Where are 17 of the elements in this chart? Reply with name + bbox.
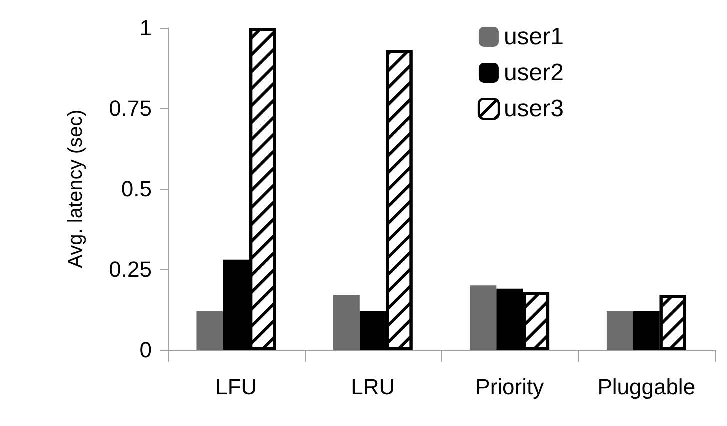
bar xyxy=(333,295,360,350)
bar xyxy=(606,311,634,350)
y-tick-label: 0.5 xyxy=(121,176,152,202)
y-axis-title: Avg. latency (sec) xyxy=(65,110,87,268)
bar xyxy=(196,311,224,350)
y-tick-label: 1 xyxy=(140,16,152,40)
x-tick-label: Pluggable xyxy=(598,374,696,400)
legend-label: user3 xyxy=(504,96,564,122)
y-tick-label: 0.25 xyxy=(109,257,152,282)
legend-label: user2 xyxy=(504,60,564,86)
y-tick-label: 0.75 xyxy=(109,96,152,121)
x-tick-label: Priority xyxy=(476,374,544,400)
y-tick-label: 0 xyxy=(140,338,152,362)
x-tick-label: LFU xyxy=(216,374,258,400)
legend-label: user1 xyxy=(504,24,564,50)
bar xyxy=(470,286,497,350)
x-tick-label: LRU xyxy=(351,374,396,400)
